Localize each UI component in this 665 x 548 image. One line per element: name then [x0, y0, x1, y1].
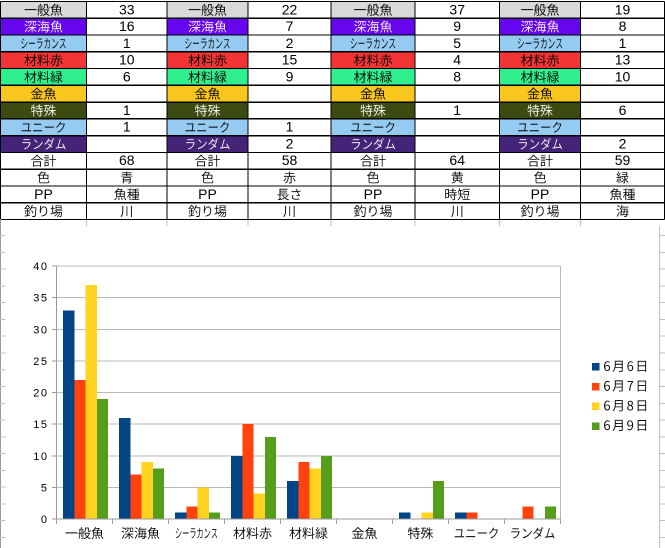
- svg-text:58: 58: [282, 152, 298, 168]
- svg-text:4: 4: [453, 52, 461, 68]
- svg-text:1: 1: [453, 102, 461, 118]
- svg-text:5: 5: [41, 482, 49, 494]
- svg-text:8: 8: [453, 68, 461, 84]
- svg-text:30: 30: [33, 324, 48, 336]
- svg-text:PP: PP: [198, 186, 217, 202]
- svg-text:59: 59: [615, 152, 631, 168]
- svg-text:33: 33: [119, 1, 135, 17]
- svg-text:1: 1: [286, 119, 294, 135]
- svg-text:2: 2: [286, 35, 294, 51]
- svg-text:10: 10: [615, 68, 631, 84]
- svg-text:37: 37: [449, 1, 465, 17]
- svg-text:8: 8: [619, 18, 627, 34]
- svg-text:6: 6: [619, 102, 627, 118]
- svg-text:15: 15: [33, 419, 48, 431]
- svg-text:15: 15: [282, 52, 298, 68]
- svg-text:64: 64: [449, 152, 465, 168]
- svg-text:PP: PP: [364, 186, 383, 202]
- svg-text:1: 1: [619, 35, 627, 51]
- svg-text:10: 10: [119, 52, 135, 68]
- svg-text:22: 22: [282, 1, 298, 17]
- svg-text:2: 2: [619, 135, 627, 151]
- svg-text:PP: PP: [34, 186, 53, 202]
- svg-text:19: 19: [615, 1, 631, 17]
- svg-text:13: 13: [615, 52, 631, 68]
- svg-text:1: 1: [123, 119, 131, 135]
- svg-text:35: 35: [33, 293, 48, 305]
- svg-text:10: 10: [33, 451, 48, 463]
- svg-text:16: 16: [119, 18, 135, 34]
- svg-text:1: 1: [123, 102, 131, 118]
- svg-text:PP: PP: [531, 186, 550, 202]
- svg-text:68: 68: [119, 152, 135, 168]
- svg-text:6: 6: [123, 68, 131, 84]
- svg-text:9: 9: [286, 68, 294, 84]
- svg-text:5: 5: [453, 35, 461, 51]
- svg-text:25: 25: [33, 356, 48, 368]
- svg-text:1: 1: [123, 35, 131, 51]
- svg-text:2: 2: [286, 135, 294, 151]
- svg-text:7: 7: [286, 18, 294, 34]
- svg-text:20: 20: [33, 388, 48, 400]
- svg-text:9: 9: [453, 18, 461, 34]
- svg-text:40: 40: [33, 261, 48, 273]
- svg-text:0: 0: [41, 514, 49, 526]
